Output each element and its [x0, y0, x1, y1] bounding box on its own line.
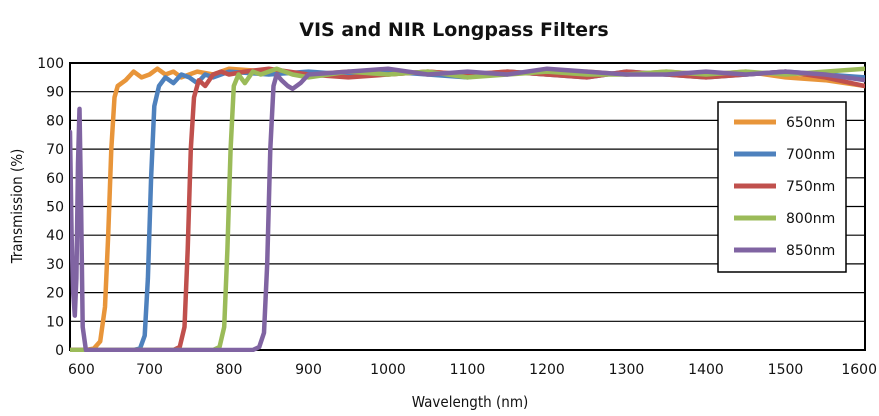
x-tick-label: 600: [68, 362, 95, 378]
x-tick-label: 1000: [370, 362, 406, 378]
y-tick-label: 60: [46, 171, 64, 187]
y-tick-label: 90: [46, 85, 64, 101]
series-layer: [70, 66, 865, 352]
legend-label: 650nm: [786, 115, 835, 131]
x-tick-label: 1100: [450, 362, 486, 378]
legend: 650nm 700nm 750nm 800nm 850nm: [717, 101, 847, 273]
x-tick-label: 1300: [609, 362, 645, 378]
y-tick-label: 10: [46, 314, 64, 330]
legend-label: 750nm: [786, 179, 835, 195]
legend-label: 800nm: [786, 211, 835, 227]
y-tick-label: 30: [46, 257, 64, 273]
x-axis-label: Wavelength (nm): [412, 393, 528, 411]
x-tick-label: 800: [216, 362, 243, 378]
y-tick-label: 50: [46, 200, 64, 216]
legend-label: 700nm: [786, 147, 835, 163]
y-tick-label: 20: [46, 286, 64, 302]
y-tick-label: 0: [55, 343, 64, 359]
series-line-850nm: [70, 66, 865, 352]
y-tick-label: 40: [46, 228, 64, 244]
x-tick-label: 1400: [688, 362, 724, 378]
y-axis: 0 10 20 30 40 50 60 70 80 90 100: [37, 56, 64, 359]
legend-label: 850nm: [786, 243, 835, 259]
x-tick-label: 900: [295, 362, 322, 378]
x-axis: 600 700 800 900 1000 1100 1200 1300 1400 1500 1600: [68, 362, 877, 378]
y-tick-label: 70: [46, 142, 64, 158]
chart-title: VIS and NIR Longpass Filters: [299, 19, 608, 41]
y-tick-label: 80: [46, 113, 64, 129]
x-tick-label: 700: [136, 362, 163, 378]
y-tick-label: 100: [37, 56, 64, 72]
x-tick-label: 1200: [529, 362, 565, 378]
x-tick-label: 1600: [841, 362, 877, 378]
y-axis-label: Transmission (%): [8, 149, 26, 265]
x-tick-label: 1500: [768, 362, 804, 378]
